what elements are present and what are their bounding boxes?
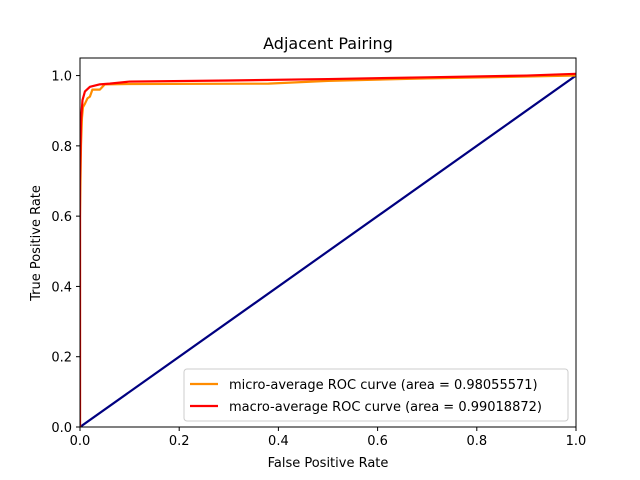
legend: micro-average ROC curve (area = 0.980555…: [183, 368, 569, 422]
series-line-macro-average: [80, 72, 576, 427]
legend-label-macro: macro-average ROC curve (area = 0.990188…: [229, 400, 542, 415]
y-tick-label: 0.6: [51, 210, 72, 225]
series-line-chance-diagonal: [80, 74, 576, 427]
x-tick-label: 0.8: [466, 434, 487, 449]
y-axis-label: True Positive Rate: [29, 185, 44, 302]
y-tick-label: 0.2: [51, 351, 72, 366]
x-axis-label: False Positive Rate: [268, 456, 389, 471]
plot-frame: [79, 57, 577, 428]
x-tick-label: 0.0: [70, 434, 91, 449]
y-tick-label: 0.0: [51, 421, 72, 436]
y-axis-ticks: 0.0 0.2 0.4 0.6 0.8 1.0: [51, 70, 80, 436]
y-tick-label: 0.8: [51, 140, 72, 155]
x-tick-label: 0.4: [268, 434, 289, 449]
legend-box: [183, 368, 569, 422]
chart-title: Adjacent Pairing: [263, 34, 393, 53]
x-tick-label: 1.0: [566, 434, 587, 449]
x-axis-ticks: 0.0 0.2 0.4 0.6 0.8 1.0: [70, 427, 587, 449]
x-tick-label: 0.2: [169, 434, 190, 449]
y-tick-label: 0.4: [51, 280, 72, 295]
x-tick-label: 0.6: [367, 434, 388, 449]
y-tick-label: 1.0: [51, 70, 72, 85]
plot-lines: [80, 72, 576, 427]
legend-label-micro: micro-average ROC curve (area = 0.980555…: [229, 378, 538, 393]
